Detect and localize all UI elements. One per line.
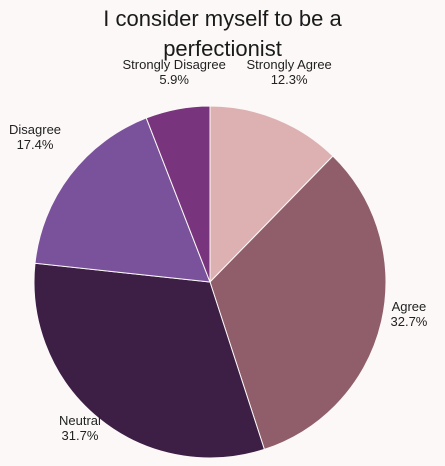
- pie-slice-strongly-disagree: [145, 105, 211, 283]
- slice-label-name: Strongly Disagree: [122, 57, 226, 72]
- slice-label-strongly-disagree: Strongly Disagree 5.9%: [123, 57, 226, 87]
- pie-slice-disagree: [34, 117, 211, 283]
- slice-label-percent: 5.9%: [159, 72, 189, 87]
- slice-label-percent: 32.7%: [390, 314, 428, 329]
- slice-label-name: Agree: [391, 299, 427, 314]
- slice-label-agree: Agree 32.7%: [391, 299, 428, 329]
- slice-label-percent: 31.7%: [61, 428, 99, 443]
- pie-slice-strongly-agree: [209, 105, 334, 284]
- slice-label-percent: 17.4%: [16, 137, 54, 152]
- slice-label-neutral: Neutral 31.7%: [59, 413, 101, 443]
- pie-slice-neutral: [33, 262, 266, 459]
- slice-label-name: Strongly Agree: [246, 57, 332, 72]
- chart-title: I consider myself to be a perfectionist: [103, 6, 342, 61]
- slice-label-name: Disagree: [9, 122, 62, 137]
- slice-label-percent: 12.3%: [270, 72, 308, 87]
- pie-slice-agree: [209, 155, 387, 451]
- slice-label-strongly-agree: Strongly Agree 12.3%: [247, 57, 332, 87]
- slice-label-name: Neutral: [59, 413, 101, 428]
- slice-label-disagree: Disagree 17.4%: [9, 122, 61, 152]
